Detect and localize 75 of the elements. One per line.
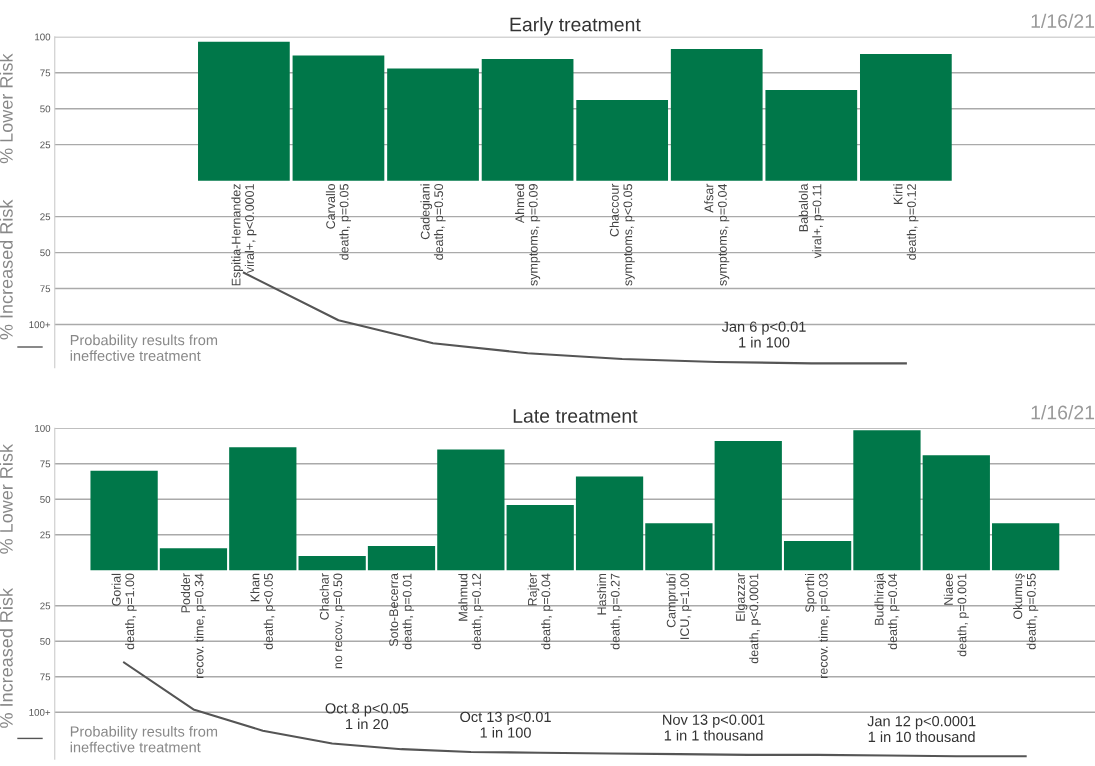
bar [670,49,763,181]
x-tick-label: Camprubí ICU, p=1.00 [666,573,692,639]
x-tick-label: Mahmud death, p=0.12 [458,573,484,650]
bar [992,523,1060,571]
annotation: Jan 6 p<0.01 1 in 100 [721,321,806,348]
y-tick-label: 75 [40,69,51,77]
x-tick-label: Babalola viral+, p=0.11 [798,183,824,259]
y-tick-label: 75 [40,285,51,293]
x-tick-label: Okumuş death, p=0.55 [1013,573,1039,650]
y-tick-label: 100 [35,424,51,432]
bar [90,470,158,571]
y-axis-title: % Lower Risk [0,53,13,164]
y2-axis-title: % Increased Risk [0,199,13,340]
bar [506,504,574,571]
x-tick-label: Carvallo death, p=0.05 [325,184,352,260]
annotation: Oct 13 p<0.01 1 in 100 [460,711,551,738]
y-tick-label: 100+ [29,321,51,329]
chart-title: Late treatment [513,409,638,423]
y-tick-label: 100+ [29,708,51,716]
bar [575,476,644,571]
y-tick-label: 25 [40,531,51,539]
annotation: Jan 12 p<0.0001 1 in 10 thousand [867,715,976,743]
bar [576,100,669,181]
chart-title: Early treatment [510,17,641,36]
x-tick-label: Khan death, p<0.05 [250,573,276,650]
y-tick-label: 50 [40,637,51,645]
legend-label: Probability results from ineffective treatment [70,725,218,753]
y-tick-label: 25 [40,141,51,149]
x-tick-label: Cadegiani death, p=0.50 [420,184,446,260]
x-tick-label: Sporthi recov. time, p=0.03 [805,573,831,678]
x-tick-label: Gorial death, p=1.00 [111,573,137,650]
bar [645,523,713,571]
bar [783,541,852,571]
bar [387,68,479,181]
x-tick-label: Soto-Becerra death, p=0.01 [389,573,415,650]
bar [765,90,858,181]
x-tick-label: Kirti death, p=0.12 [893,184,919,260]
y-tick-label: 50 [40,249,51,257]
bar [298,556,366,571]
bar [714,440,782,571]
x-tick-label: Elgazzar death, p<0.0001 [735,573,761,664]
bar [853,430,921,571]
bar [159,548,228,571]
bar [860,54,952,181]
y2-axis-title: % Increased Risk [0,588,13,728]
y-tick-label: 75 [40,460,51,468]
y-tick-label: 25 [40,602,51,610]
x-tick-label: Afsar symptoms, p=0.04 [704,183,730,286]
y-tick-label: 75 [40,673,51,681]
annotation: Oct 8 p<0.05 1 in 20 [325,703,409,730]
x-tick-label: Podder recov. time, p=0.34 [180,573,207,678]
text: 1/16/21 [1031,13,1095,28]
bar [437,449,505,571]
x-tick-label: Chaccour symptoms, p<0.05 [609,183,635,286]
x-tick-label: Chachar no recov., p=0.50 [319,573,345,669]
bar [292,55,385,181]
x-tick-label: Hashim death, p=0.27 [596,573,623,650]
y-tick-label: 100 [35,33,51,41]
x-tick-label: Budhiraja death, p=0.04 [874,573,900,650]
x-tick-label: Espitia-Hernandez viral+, p<0.0001 [231,184,257,286]
bar [229,447,297,571]
y-axis-title: % Lower Risk [0,443,13,554]
annotation: Nov 13 p<0.001 1 in 1 thousand [663,714,765,741]
bar [198,41,290,181]
y-tick-label: 50 [40,495,51,503]
bar [922,455,990,571]
text: 1/16/21 [1031,405,1095,420]
y-tick-label: 50 [40,105,51,113]
y-tick-label: 25 [40,213,51,221]
x-tick-label: Niaee death, p=0.001 [943,573,969,657]
legend-label: Probability results from ineffective treatment [70,334,218,361]
bar [481,59,574,181]
x-tick-label: Rajter death, p=0.04 [527,573,553,650]
x-tick-label: Ahmed symptoms, p=0.09 [515,184,541,286]
bar [367,546,436,571]
